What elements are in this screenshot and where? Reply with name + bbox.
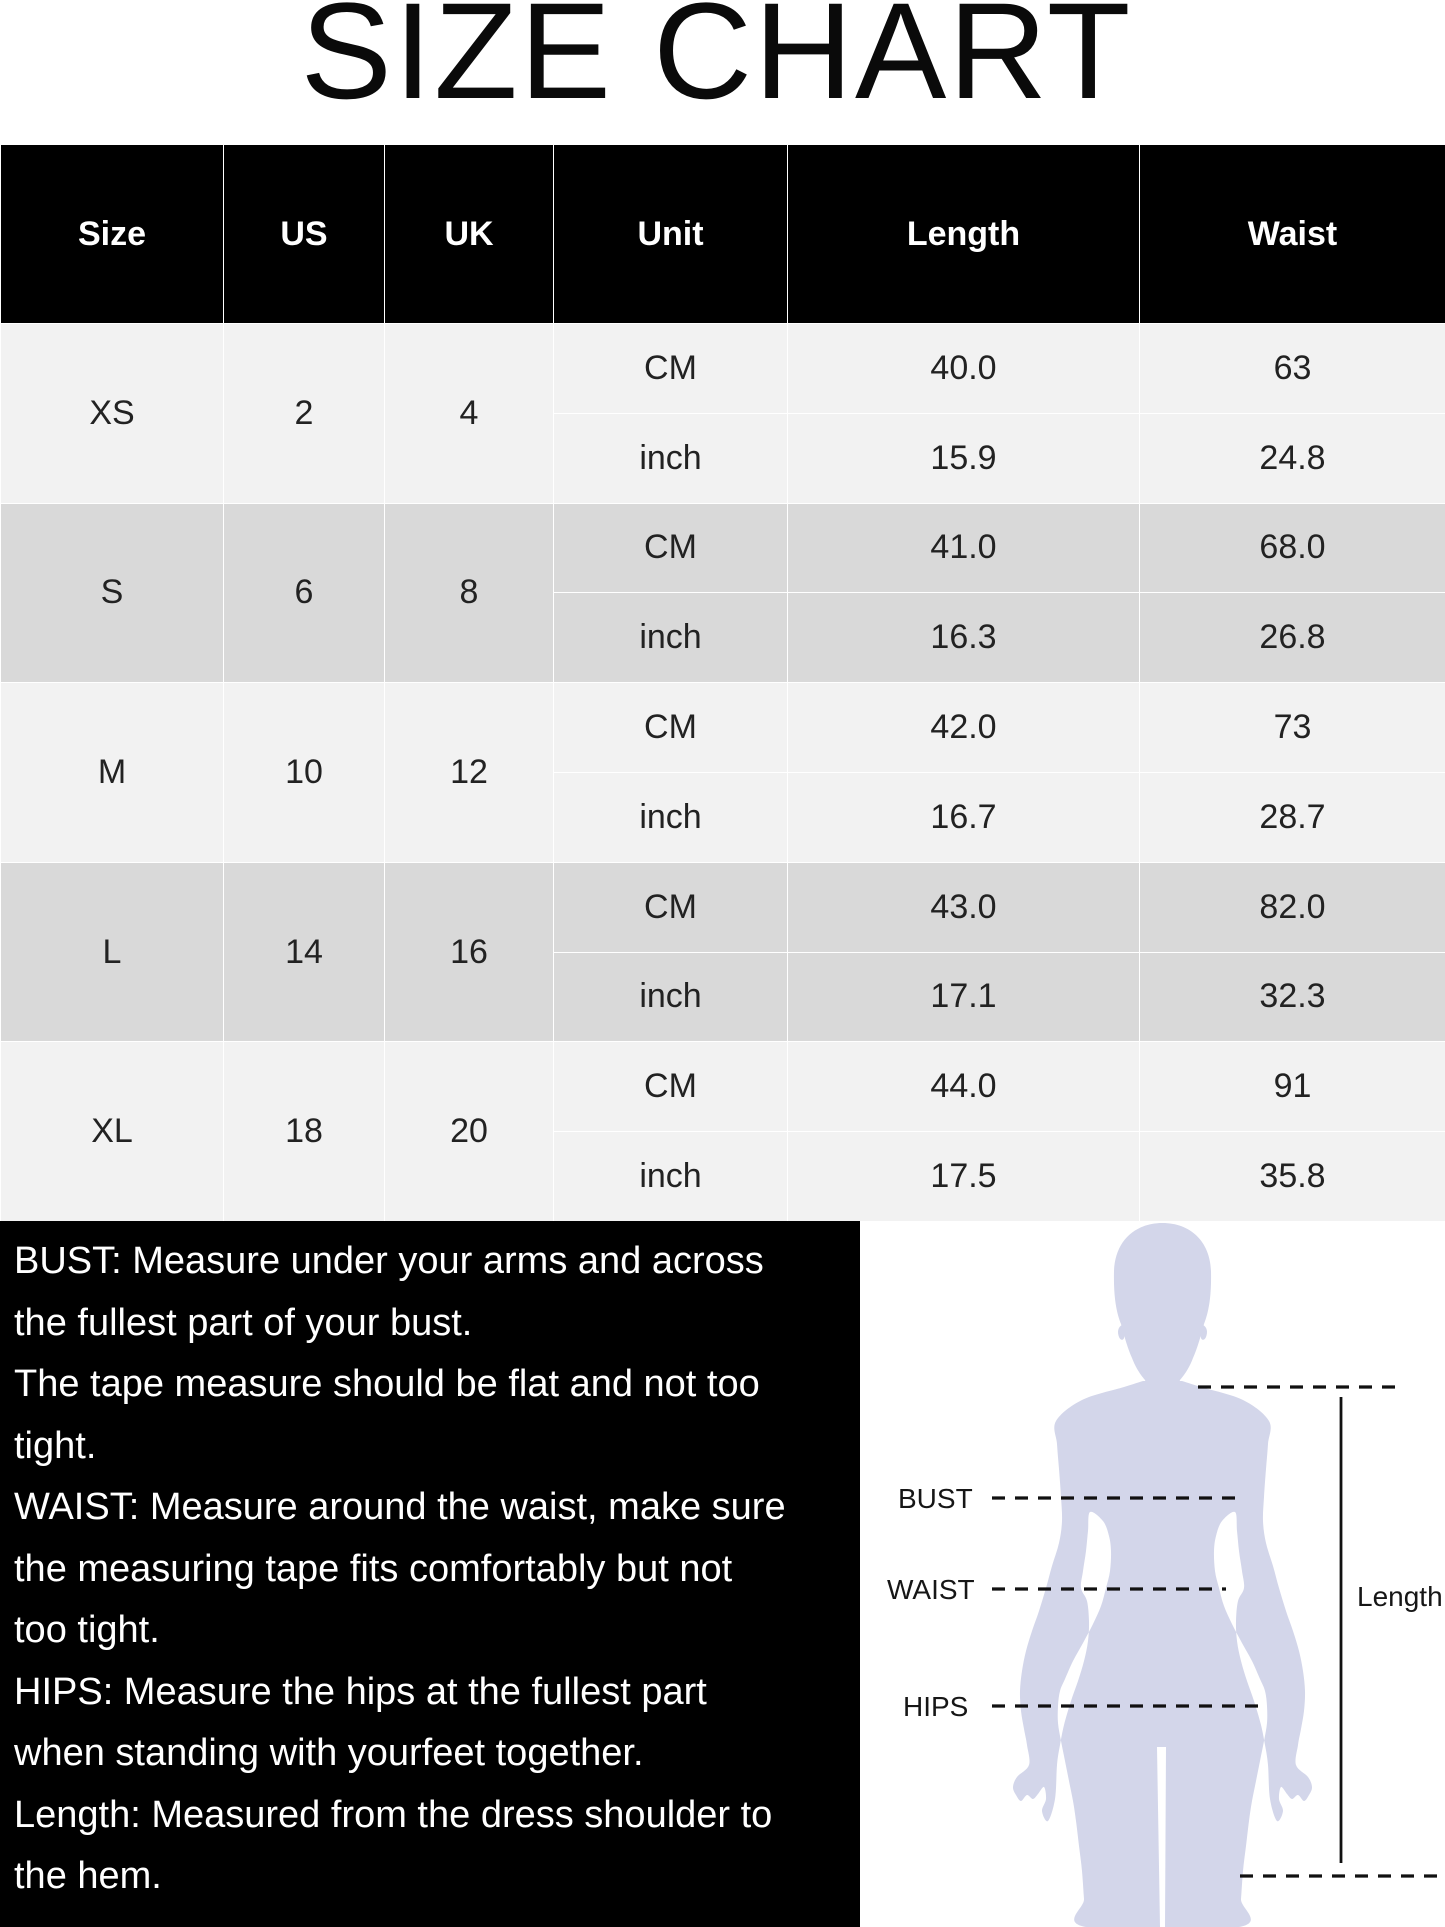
svg-text:BUST: BUST <box>898 1483 973 1514</box>
svg-text:WAIST: WAIST <box>887 1574 975 1605</box>
svg-text:Length: Length <box>1357 1581 1443 1612</box>
svg-text:HIPS: HIPS <box>903 1691 968 1722</box>
